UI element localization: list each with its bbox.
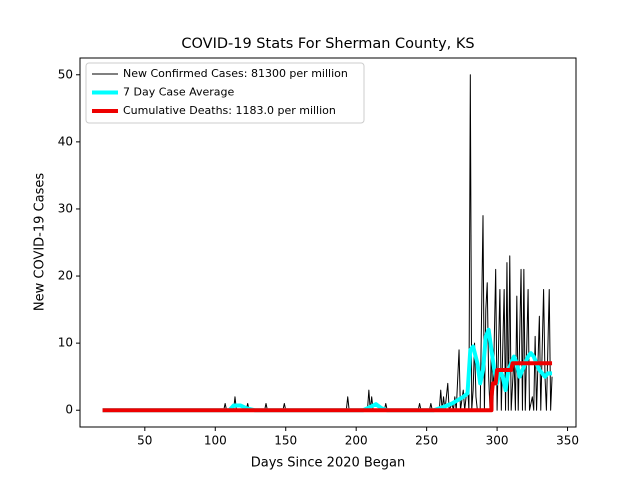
chart-title: COVID-19 Stats For Sherman County, KS bbox=[181, 36, 474, 52]
x-tick-label: 100 bbox=[204, 434, 227, 448]
plot-frame bbox=[79, 57, 577, 428]
y-tick-label: 40 bbox=[58, 134, 73, 148]
legend-label: Cumulative Deaths: 1183.0 per million bbox=[123, 104, 336, 117]
series-line bbox=[102, 327, 553, 413]
legend-box bbox=[85, 62, 365, 124]
x-tick-label: 150 bbox=[274, 434, 297, 448]
x-tick-label: 300 bbox=[486, 434, 509, 448]
y-tick-label: 10 bbox=[58, 336, 73, 350]
legend-label: 7 Day Case Average bbox=[123, 86, 235, 99]
x-axis-label: Days Since 2020 Began bbox=[251, 456, 406, 471]
x-tick-label: 50 bbox=[137, 434, 152, 448]
x-tick-label: 350 bbox=[556, 434, 579, 448]
legend-label: New Confirmed Cases: 81300 per million bbox=[123, 67, 348, 80]
y-tick-label: 20 bbox=[58, 269, 73, 283]
y-axis-label: New COVID-19 Cases bbox=[33, 173, 48, 311]
y-tick-label: 50 bbox=[58, 67, 73, 81]
y-tick-label: 30 bbox=[58, 201, 73, 215]
x-tick-label: 250 bbox=[415, 434, 438, 448]
series-line bbox=[102, 361, 553, 413]
y-tick-label: 0 bbox=[65, 403, 73, 417]
x-tick-label: 200 bbox=[345, 434, 368, 448]
